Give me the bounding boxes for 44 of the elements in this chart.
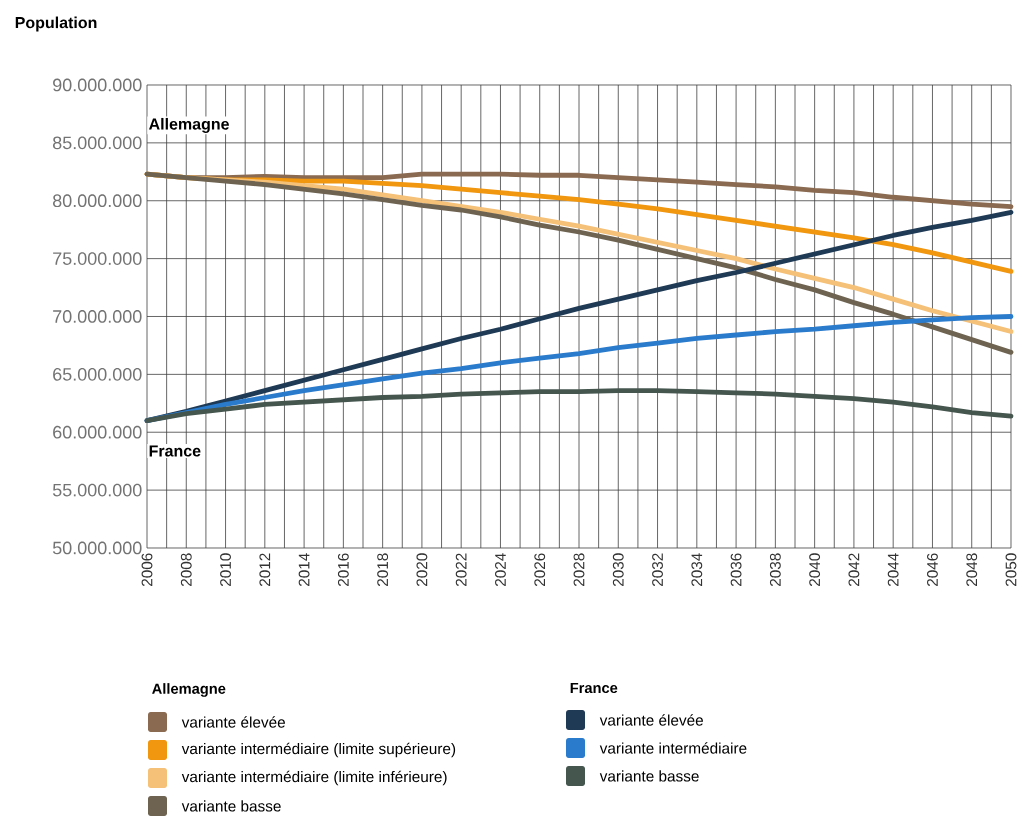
text: France bbox=[570, 682, 618, 694]
x-tick-label: 2038 bbox=[769, 553, 781, 587]
x-tick-label: 2018 bbox=[377, 553, 389, 587]
legend-label: variante basse bbox=[181, 800, 281, 812]
x-tick-label: 2006 bbox=[141, 553, 153, 587]
x-tick-label: 2050 bbox=[1005, 553, 1017, 587]
legend-label: variante intermédiaire bbox=[599, 742, 747, 754]
x-tick-label: 2030 bbox=[612, 553, 624, 587]
legend-label: variante élevée bbox=[181, 716, 285, 728]
x-tick-label: 2048 bbox=[966, 553, 978, 587]
y-tick-label: 50.000.000 bbox=[52, 541, 142, 555]
x-tick-label: 2010 bbox=[220, 553, 231, 587]
legend-label: variante élevée bbox=[599, 714, 703, 726]
x-tick-label: 2012 bbox=[259, 553, 271, 587]
x-tick-label: 2042 bbox=[848, 553, 860, 587]
x-tick-label: 2036 bbox=[730, 553, 742, 587]
x-tick-label: 2024 bbox=[495, 553, 506, 587]
legend-label: variante intermédiaire (limite supérieure) bbox=[181, 742, 456, 758]
x-tick-label: 2022 bbox=[455, 553, 467, 587]
annotation: Allemagne bbox=[149, 117, 229, 133]
legend-label: variante basse bbox=[599, 770, 699, 782]
y-tick-label: 60.000.000 bbox=[53, 425, 142, 439]
legend-label: variante intermédiaire (limite inférieure) bbox=[181, 770, 447, 786]
y-tick-label: 55.000.000 bbox=[52, 483, 142, 497]
x-tick-label: 2016 bbox=[337, 553, 349, 587]
x-tick-label: 2032 bbox=[652, 553, 663, 587]
y-tick-label: 70.000.000 bbox=[53, 310, 142, 323]
y-axis-title: Population bbox=[15, 16, 97, 32]
y-tick-label: 65.000.000 bbox=[53, 367, 142, 381]
y-tick-label: 90.000.000 bbox=[53, 78, 142, 92]
x-tick-label: 2020 bbox=[416, 553, 428, 587]
x-tick-label: 2044 bbox=[887, 553, 899, 587]
x-tick-label: 2014 bbox=[298, 553, 310, 587]
y-tick-label: 80.000.000 bbox=[52, 194, 142, 208]
y-tick-label: 75.000.000 bbox=[53, 252, 142, 265]
x-tick-label: 2026 bbox=[534, 553, 546, 587]
y-tick-label: 85.000.000 bbox=[52, 136, 142, 150]
x-tick-label: 2040 bbox=[809, 553, 821, 587]
x-tick-label: 2034 bbox=[691, 553, 703, 587]
x-tick-label: 2008 bbox=[180, 553, 192, 587]
x-tick-label: 2028 bbox=[573, 553, 585, 587]
x-tick-label: 2046 bbox=[927, 553, 938, 587]
annotation: France bbox=[149, 445, 201, 457]
text: Allemagne bbox=[152, 683, 226, 697]
